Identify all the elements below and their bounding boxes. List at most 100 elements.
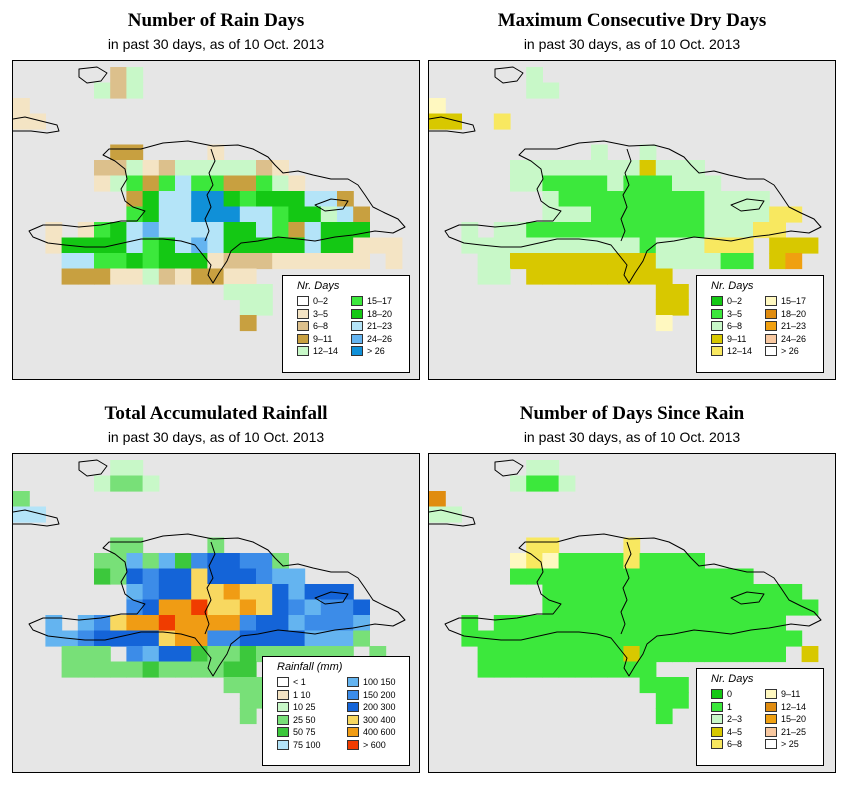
grid-cell (223, 599, 241, 616)
grid-cell (688, 191, 705, 208)
grid-cell (223, 175, 241, 192)
grid-cell (607, 222, 624, 239)
grid-cell (542, 599, 560, 616)
grid-cell (591, 144, 608, 161)
legend-label: 12–14 (313, 346, 339, 356)
legend-label: 3–5 (313, 308, 329, 319)
grid-cell (574, 268, 592, 285)
grid-cell (639, 661, 657, 678)
cuba-coast (429, 116, 476, 134)
grid-cell (337, 615, 354, 632)
grid-cell (110, 630, 127, 647)
legend-label: 1 10 (293, 689, 311, 700)
grid-cell (353, 253, 370, 270)
grid-cell (158, 160, 176, 177)
grid-cell (542, 206, 560, 223)
grid-cell (126, 661, 144, 678)
grid-cell (607, 615, 624, 632)
legend-label: 24–26 (367, 333, 393, 344)
grid-cell (320, 237, 338, 254)
grid-cell (526, 568, 543, 585)
grid-cell (239, 284, 257, 301)
legend-label: 75 100 (293, 739, 321, 750)
grid-cell (769, 253, 786, 270)
grid-cell (558, 646, 576, 663)
grid-cell (77, 253, 95, 270)
legend-title: Nr. Days (711, 280, 754, 292)
legend-label: 18–20 (367, 308, 393, 319)
grid-cell (591, 553, 608, 570)
panel-subtitle: in past 30 days, as of 10 Oct. 2013 (523, 429, 741, 445)
grid-cell (542, 253, 560, 270)
grid-cell (126, 615, 144, 632)
grid-cell (223, 191, 241, 208)
grid-cell (623, 237, 641, 254)
islet-outline (494, 66, 524, 84)
grid-cell (736, 206, 754, 223)
grid-cell (304, 630, 322, 647)
grid-cell (320, 615, 338, 632)
grid-cell (142, 475, 160, 492)
grid-cell (672, 677, 689, 694)
grid-cell (158, 646, 176, 663)
grid-cell (304, 584, 322, 601)
legend-swatch (351, 346, 363, 356)
grid-cell (191, 237, 208, 254)
grid-cell (655, 646, 673, 663)
islet-outline (494, 459, 524, 477)
grid-cell (126, 460, 144, 477)
grid-cell (672, 284, 689, 301)
grid-cell (239, 268, 257, 285)
legend-label: 24–26 (781, 333, 807, 344)
grid-cell (623, 599, 641, 616)
grid-cell (607, 191, 624, 208)
panel-subtitle: in past 30 days, as of 10 Oct. 2013 (107, 429, 325, 445)
grid-cell (445, 113, 462, 130)
grid-cell (256, 222, 273, 239)
grid-cell (607, 646, 624, 663)
grid-cell (429, 506, 446, 523)
grid-cell (655, 584, 673, 601)
grid-cell (223, 677, 241, 694)
grid-cell (574, 191, 592, 208)
grid-cell (623, 537, 641, 554)
grid-cell (574, 222, 592, 239)
grid-cell (720, 646, 738, 663)
grid-cell (272, 599, 289, 616)
grid-cell (688, 615, 705, 632)
grid-cell (493, 615, 511, 632)
grid-cell (337, 630, 354, 647)
grid-cell (239, 553, 257, 570)
panel-title: Number of Days Since Rain (519, 403, 745, 424)
grid-cell (607, 237, 624, 254)
legend-label: 300 400 (363, 714, 396, 725)
grid-cell (461, 630, 479, 647)
grid-cell (510, 253, 527, 270)
grid-cell (175, 222, 192, 239)
legend-swatch (711, 739, 723, 749)
grid-cell (558, 630, 576, 647)
grid-cell (753, 615, 770, 632)
grid-cell (736, 584, 754, 601)
grid-cell (720, 568, 738, 585)
grid-cell (94, 222, 111, 239)
legend-label: 21–23 (367, 321, 393, 331)
grid-cell (77, 222, 95, 239)
legend-swatch (351, 321, 363, 331)
grid-cell (510, 615, 527, 632)
grid-cell (191, 268, 208, 285)
legend-swatch (297, 308, 309, 319)
grid-cell (158, 615, 176, 632)
grid-cell (672, 615, 689, 632)
grid-cell (110, 553, 127, 570)
grid-cell (239, 692, 257, 709)
grid-cell (558, 268, 576, 285)
grid-cell (239, 646, 257, 663)
legend-label: 12–14 (727, 346, 753, 356)
grid-cell (639, 144, 657, 161)
grid-cell (320, 599, 338, 616)
grid-cell (623, 268, 641, 285)
grid-cell (94, 237, 111, 254)
legend-title: Nr. Days (297, 280, 340, 292)
grid-cell (591, 222, 608, 239)
